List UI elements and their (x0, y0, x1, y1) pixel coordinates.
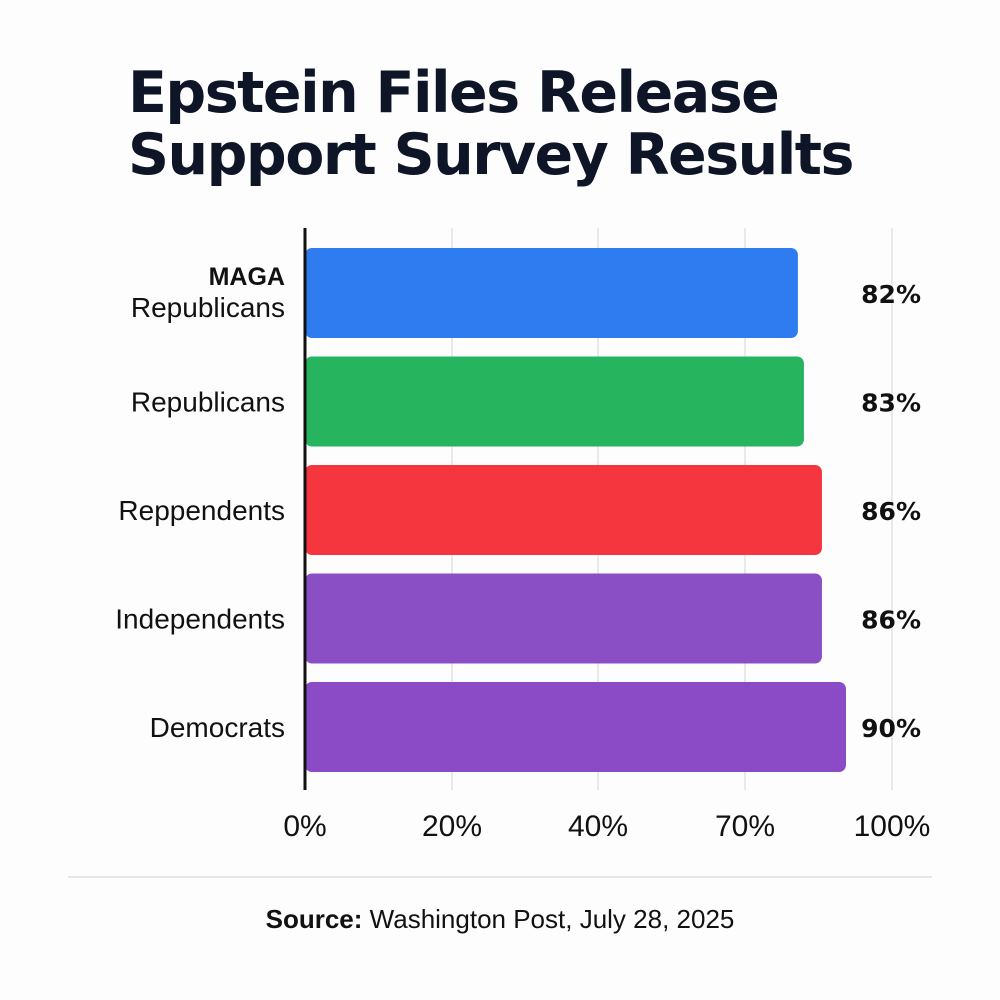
value-label-1: 82% (861, 280, 921, 309)
x-tick-label-3: 40% (568, 810, 628, 843)
x-tick-label-2: 20% (422, 810, 482, 843)
bar-1 (305, 248, 798, 338)
footer-divider (68, 876, 932, 878)
value-label-4: 86% (861, 606, 921, 635)
source-line: Source: Washington Post, July 28, 2025 (0, 904, 1000, 935)
category-label-1-bold: MAGA (209, 263, 285, 291)
category-label-1: Republicans (131, 292, 285, 323)
source-publisher: Washington Post (369, 904, 566, 934)
category-label-3: Reppendents (118, 495, 285, 526)
chart-title: Epstein Files Release Support Survey Res… (128, 62, 968, 186)
bar-2 (305, 356, 804, 447)
source-date: , July 28, 2025 (565, 904, 735, 934)
category-label-2: Republicans (131, 387, 285, 418)
bar-5 (305, 682, 846, 772)
value-label-2: 83% (861, 389, 921, 418)
category-label-5: Democrats (150, 712, 285, 743)
bar-4 (305, 573, 822, 664)
x-tick-label-5: 100% (854, 810, 931, 843)
chart-title-line-1: Epstein Files Release (128, 60, 780, 126)
value-label-5: 90% (861, 714, 921, 743)
x-tick-label-4: 70% (715, 810, 775, 843)
category-label-4: Independents (115, 604, 285, 635)
source-label: Source: (265, 904, 363, 934)
x-tick-label-1: 0% (283, 810, 326, 843)
chart-title-line-2: Support Survey Results (128, 122, 854, 188)
value-label-3: 86% (861, 497, 921, 526)
bar-3 (305, 465, 822, 555)
